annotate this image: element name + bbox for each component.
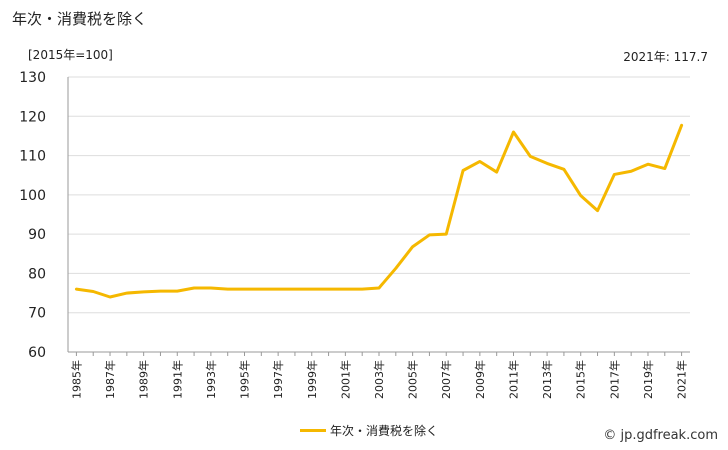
y-tick-label: 90 (28, 227, 46, 243)
x-tick-label: 2007年 (439, 360, 453, 399)
x-tick-label: 2017年 (607, 360, 621, 399)
x-tick-label: 1991年 (170, 360, 184, 399)
y-tick-label: 80 (28, 266, 46, 282)
y-tick-label: 70 (28, 306, 46, 322)
x-tick-label: 2021年 (675, 360, 689, 399)
y-tick-label: 60 (28, 345, 46, 361)
x-tick-label: 1985年 (69, 360, 83, 399)
x-tick-label: 1989年 (137, 360, 151, 399)
x-tick-label: 1997年 (271, 360, 285, 399)
y-tick-label: 130 (19, 70, 46, 86)
x-tick-label: 1993年 (204, 360, 218, 399)
x-tick-label: 2009年 (473, 360, 487, 399)
y-tick-label: 110 (19, 149, 46, 165)
latest-value-label: 2021年: 117.7 (623, 50, 708, 64)
x-tick-label: 2015年 (574, 360, 588, 399)
x-tick-label: 1995年 (238, 360, 252, 399)
x-tick-label: 2019年 (641, 360, 655, 399)
series-line (74, 123, 684, 299)
x-tick-label: 2005年 (406, 360, 420, 399)
legend-swatch (300, 429, 326, 432)
legend: 年次・消費税を除く (300, 422, 438, 439)
y-tick-label: 100 (19, 188, 46, 204)
legend-label: 年次・消費税を除く (330, 424, 439, 438)
x-tick-label: 1987年 (103, 360, 117, 399)
credit-text: © jp.gdfreak.com (603, 428, 718, 443)
x-tick-label: 2013年 (540, 360, 554, 399)
unit-label: [2015年=100] (28, 48, 113, 62)
y-tick-label: 120 (19, 109, 46, 125)
x-tick-label: 2011年 (506, 360, 520, 399)
x-tick-label: 2001年 (338, 360, 352, 399)
x-tick-label: 1999年 (305, 360, 319, 399)
chart-title: 年次・消費税を除く (12, 10, 148, 28)
x-tick-label: 2003年 (372, 360, 386, 399)
